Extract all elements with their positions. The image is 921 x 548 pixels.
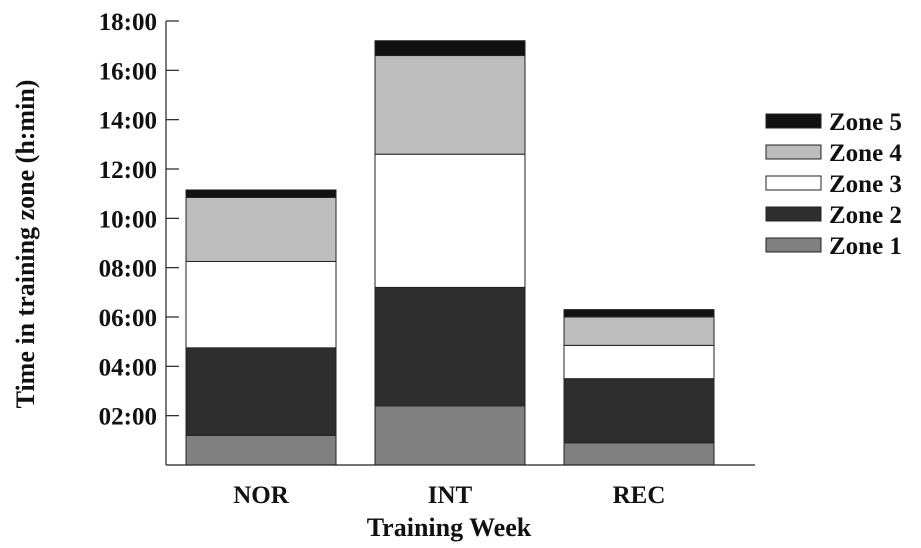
bar-segment-int-zone-4 bbox=[374, 55, 526, 155]
legend-swatch-zone-5 bbox=[765, 113, 822, 129]
y-tick-label: 10:00 bbox=[99, 206, 157, 233]
legend-label: Zone 4 bbox=[829, 140, 902, 167]
y-tick-label: 18:00 bbox=[99, 9, 157, 36]
legend-swatch-zone-3 bbox=[765, 175, 822, 191]
bar-segment-int-zone-1 bbox=[374, 405, 526, 466]
y-axis-title: Time in training zone (h:min) bbox=[11, 80, 40, 409]
bars-layer bbox=[185, 40, 715, 466]
y-tick-label: 06:00 bbox=[99, 305, 157, 332]
legend: Zone 5 Zone 4 Zone 3 Zone 2 Zone 1 bbox=[765, 109, 902, 260]
legend-label: Zone 5 bbox=[829, 109, 902, 136]
legend-swatch-zone-1 bbox=[765, 237, 822, 253]
bar-segment-rec-zone-2 bbox=[563, 378, 715, 444]
x-category-label: NOR bbox=[233, 482, 290, 509]
bar-segment-int-zone-3 bbox=[374, 153, 526, 288]
y-tick-label: 14:00 bbox=[99, 108, 157, 135]
bar-segment-rec-zone-1 bbox=[563, 442, 715, 466]
bar-segment-nor-zone-1 bbox=[185, 434, 337, 466]
bar-segment-nor-zone-5 bbox=[185, 189, 337, 198]
legend-label: Zone 1 bbox=[829, 233, 902, 260]
bar-segment-int-zone-5 bbox=[374, 40, 526, 57]
bar-segment-nor-zone-3 bbox=[185, 261, 337, 349]
bar-segment-rec-zone-5 bbox=[563, 309, 715, 318]
legend-swatch-zone-4 bbox=[765, 144, 822, 160]
y-tick-label: 16:00 bbox=[99, 58, 157, 85]
bar-segment-int-zone-2 bbox=[374, 286, 526, 407]
y-tick-label: 04:00 bbox=[99, 354, 157, 381]
y-tick-label: 12:00 bbox=[99, 157, 157, 184]
legend-label: Zone 3 bbox=[829, 171, 902, 198]
x-axis-categories: NOR INT REC bbox=[233, 482, 665, 509]
y-tick-label: 08:00 bbox=[99, 256, 157, 283]
x-category-label: REC bbox=[613, 482, 666, 509]
legend-label: Zone 2 bbox=[829, 202, 902, 229]
y-tick-label: 02:00 bbox=[99, 404, 157, 431]
x-category-label: INT bbox=[428, 482, 473, 509]
bar-segment-rec-zone-4 bbox=[563, 316, 715, 346]
y-axis-ticks: 02:00 04:00 06:00 08:00 10:00 12:00 14:00 16:00… bbox=[99, 9, 179, 431]
legend-swatch-zone-2 bbox=[765, 206, 822, 222]
bar-segment-nor-zone-4 bbox=[185, 196, 337, 262]
bar-segment-rec-zone-3 bbox=[563, 344, 715, 380]
bar-segment-nor-zone-2 bbox=[185, 347, 337, 436]
x-axis-title: Training Week bbox=[367, 513, 532, 542]
